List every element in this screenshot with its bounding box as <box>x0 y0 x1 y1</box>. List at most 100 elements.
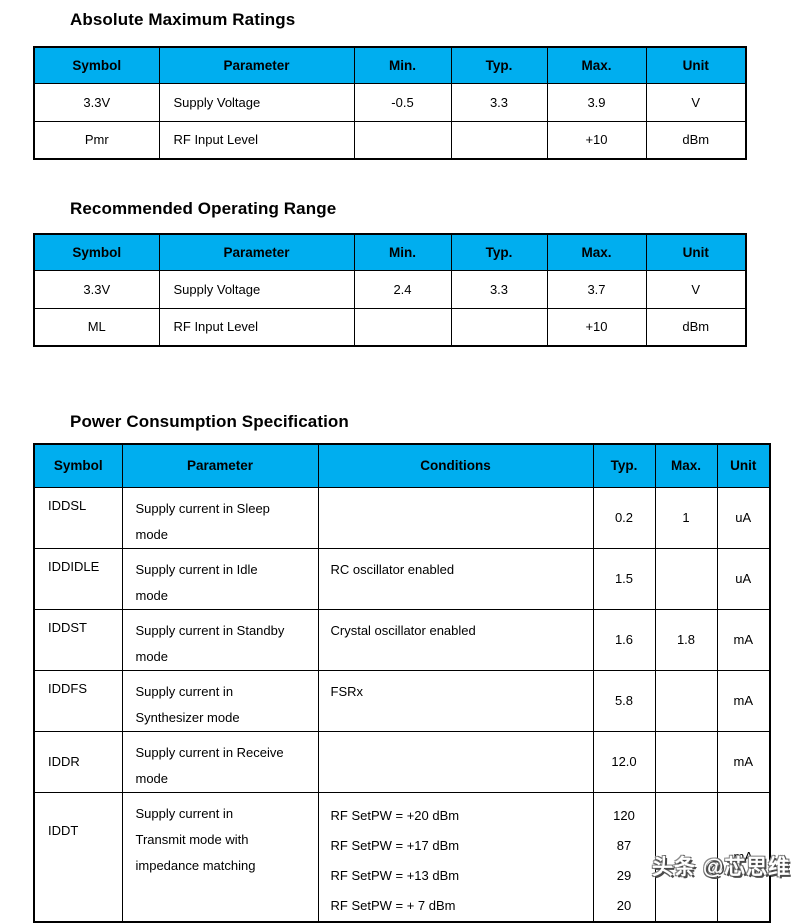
cell-symbol: 3.3V <box>33 269 160 309</box>
cell-conditions: FSRx <box>317 669 594 732</box>
cell-typ: 12.0 <box>592 730 656 793</box>
cell-parameter: RF Input Level <box>158 307 355 347</box>
cell-unit: V <box>645 269 747 309</box>
cell-conditions: Crystal oscillator enabled <box>317 608 594 671</box>
cell-typ <box>450 120 548 160</box>
column-header-unit: Unit <box>716 443 771 488</box>
cell-unit: mA <box>716 730 771 793</box>
cell-unit: uA <box>716 547 771 610</box>
cell-unit: dBm <box>645 120 747 160</box>
cell-max: +10 <box>546 307 647 347</box>
cell-symbol: IDDFS <box>33 669 123 732</box>
typ-value-line: 87 <box>616 837 632 853</box>
cell-unit: mA <box>716 669 771 732</box>
condition-line: RF SetPW = + 7 dBm <box>330 897 456 913</box>
cell-unit: mA <box>716 608 771 671</box>
cell-unit: uA <box>716 486 771 549</box>
table-row: 3.3V Supply Voltage -0.5 3.3 3.9 V <box>33 82 747 122</box>
cell-typ: 5.8 <box>592 669 656 732</box>
column-header-unit: Unit <box>645 233 747 271</box>
table-row-iddr: IDDR Supply current in Receive mode 12.0… <box>33 730 771 793</box>
cell-max <box>654 669 718 732</box>
cell-symbol: 3.3V <box>33 82 160 122</box>
cell-max: 1 <box>654 486 718 549</box>
cell-parameter: RF Input Level <box>158 120 355 160</box>
table-row-iddfs: IDDFS Supply current in Synthesizer mode… <box>33 669 771 732</box>
table-row-iddsl: IDDSL Supply current in Sleep mode 0.2 1… <box>33 486 771 549</box>
table-header-row: Symbol Parameter Min. Typ. Max. Unit <box>33 233 747 271</box>
section-title-absolute-maximum-ratings: Absolute Maximum Ratings <box>70 10 296 29</box>
cell-parameter: Supply current in Standby mode <box>121 608 319 671</box>
column-header-symbol: Symbol <box>33 233 160 271</box>
cell-conditions <box>317 486 594 549</box>
column-header-max: Max. <box>546 46 647 84</box>
cell-symbol: IDDT <box>33 791 123 922</box>
cell-parameter: Supply current in Synthesizer mode <box>121 669 319 732</box>
cell-conditions: RF SetPW = +20 dBm RF SetPW = +17 dBm RF… <box>317 791 594 922</box>
cell-symbol: IDDSL <box>33 486 123 549</box>
column-header-typ: Typ. <box>450 233 548 271</box>
cell-typ: 1.5 <box>592 547 656 610</box>
table-row-iddst: IDDST Supply current in Standby mode Cry… <box>33 608 771 671</box>
recommended-operating-range-table: Symbol Parameter Min. Typ. Max. Unit 3.3… <box>33 233 747 347</box>
cell-symbol: IDDR <box>33 730 123 793</box>
column-header-typ: Typ. <box>592 443 656 488</box>
column-header-min: Min. <box>353 233 452 271</box>
table-header-row: Symbol Parameter Conditions Typ. Max. Un… <box>33 443 771 488</box>
cell-typ: 3.3 <box>450 269 548 309</box>
cell-typ: 1.6 <box>592 608 656 671</box>
cell-parameter: Supply current in Transmit mode with imp… <box>121 791 319 922</box>
column-header-max: Max. <box>546 233 647 271</box>
table-row: Pmr RF Input Level +10 dBm <box>33 120 747 160</box>
cell-parameter: Supply current in Idle mode <box>121 547 319 610</box>
parameter-line: Synthesizer mode <box>135 709 240 725</box>
cell-typ: 3.3 <box>450 82 548 122</box>
cell-symbol: Pmr <box>33 120 160 160</box>
cell-parameter: Supply Voltage <box>158 82 355 122</box>
cell-max: +10 <box>546 120 647 160</box>
column-header-parameter: Parameter <box>158 233 355 271</box>
cell-conditions: RC oscillator enabled <box>317 547 594 610</box>
parameter-line: Supply current in Standby <box>135 622 285 638</box>
cell-parameter: Supply current in Sleep mode <box>121 486 319 549</box>
parameter-line: mode <box>135 648 169 664</box>
cell-typ: 0.2 <box>592 486 656 549</box>
cell-max: 1.8 <box>654 608 718 671</box>
table-header-row: Symbol Parameter Min. Typ. Max. Unit <box>33 46 747 84</box>
parameter-line: mode <box>135 526 169 542</box>
cell-min: 2.4 <box>353 269 452 309</box>
typ-value-line: 120 <box>613 807 635 823</box>
datasheet-page: { "page": { "accent_color": "#00AEEF", "… <box>33 10 790 923</box>
column-header-symbol: Symbol <box>33 46 160 84</box>
column-header-parameter: Parameter <box>158 46 355 84</box>
parameter-line: Transmit mode with <box>135 831 249 847</box>
cell-max <box>654 547 718 610</box>
cell-symbol: IDDST <box>33 608 123 671</box>
column-header-max: Max. <box>654 443 718 488</box>
column-header-parameter: Parameter <box>121 443 319 488</box>
condition-line: RF SetPW = +13 dBm <box>330 867 460 883</box>
column-header-unit: Unit <box>645 46 747 84</box>
cell-unit: dBm <box>645 307 747 347</box>
table-row: 3.3V Supply Voltage 2.4 3.3 3.7 V <box>33 269 747 309</box>
table-row: ML RF Input Level +10 dBm <box>33 307 747 347</box>
parameter-line: Supply current in <box>135 805 234 821</box>
parameter-line: Supply current in Idle <box>135 561 258 577</box>
parameter-line: Supply current in <box>135 683 234 699</box>
column-header-symbol: Symbol <box>33 443 123 488</box>
parameter-line: mode <box>135 587 169 603</box>
cell-max: 3.7 <box>546 269 647 309</box>
cell-parameter: Supply Voltage <box>158 269 355 309</box>
cell-max: 3.9 <box>546 82 647 122</box>
parameter-line: impedance matching <box>135 857 256 873</box>
typ-value-line: 20 <box>616 897 632 913</box>
cell-typ: 120 87 29 20 <box>592 791 656 922</box>
parameter-line: Supply current in Receive <box>135 744 284 760</box>
cell-symbol: IDDIDLE <box>33 547 123 610</box>
column-header-min: Min. <box>353 46 452 84</box>
column-header-typ: Typ. <box>450 46 548 84</box>
cell-parameter: Supply current in Receive mode <box>121 730 319 793</box>
cell-min: -0.5 <box>353 82 452 122</box>
parameter-line: Supply current in Sleep <box>135 500 270 516</box>
cell-min <box>353 307 452 347</box>
